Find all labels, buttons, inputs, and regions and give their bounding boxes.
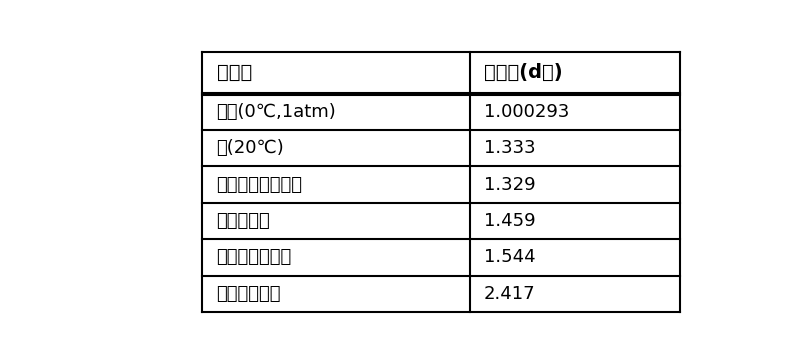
Text: 物質名: 物質名: [217, 63, 252, 82]
Text: メチルアルコール: メチルアルコール: [217, 176, 302, 194]
Text: 石英ガラス: 石英ガラス: [217, 212, 270, 230]
Text: 1.000293: 1.000293: [484, 103, 570, 121]
Text: 塩化ナトリウム: 塩化ナトリウム: [217, 248, 292, 266]
Text: 1.459: 1.459: [484, 212, 535, 230]
Text: 2.417: 2.417: [484, 285, 535, 303]
Text: 1.333: 1.333: [484, 139, 535, 157]
Text: 水(20℃): 水(20℃): [217, 139, 284, 157]
Text: 1.329: 1.329: [484, 176, 535, 194]
Text: 空気(0℃,1atm): 空気(0℃,1atm): [217, 103, 336, 121]
Text: 屈折率(d線): 屈折率(d線): [484, 63, 562, 82]
Text: 1.544: 1.544: [484, 248, 535, 266]
Text: ダイアモンド: ダイアモンド: [217, 285, 281, 303]
